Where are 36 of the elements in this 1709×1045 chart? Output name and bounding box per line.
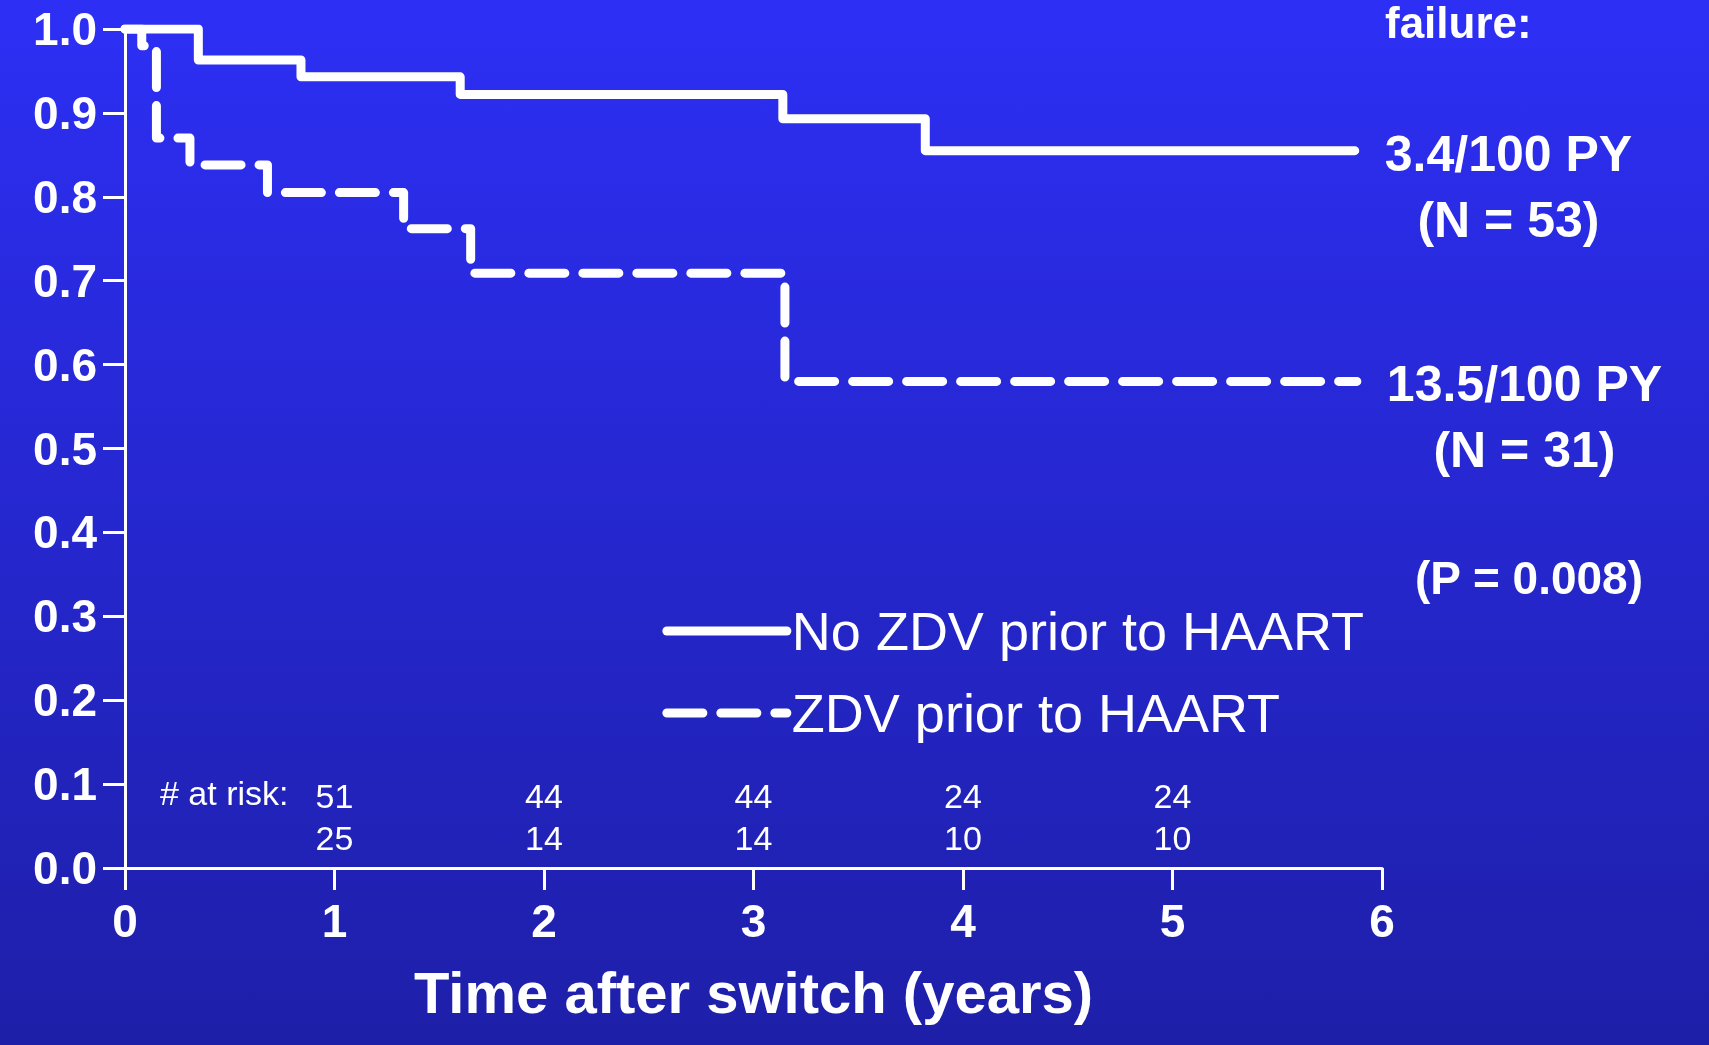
y-tick-label: 0.1: [33, 758, 97, 811]
y-tick-label: 0.5: [33, 422, 97, 475]
annotation: 25: [315, 819, 354, 857]
annotation: 44: [734, 777, 773, 815]
text: failure:: [1385, 0, 1532, 47]
annotation: 3.4/100 PY (N = 53): [1384, 125, 1633, 248]
annotation: 44: [525, 777, 563, 815]
x-tick-label: 0: [112, 895, 138, 947]
legend-label: No ZDV prior to HAART: [791, 601, 1365, 661]
y-tick-label: 0.2: [33, 674, 97, 727]
text: (P = 0.008): [1415, 552, 1644, 604]
x-axis-title: Time after switch (years): [413, 959, 1094, 1025]
annotation: 13.5/100 PY (N = 31): [1386, 356, 1663, 479]
x-tick-label: 6: [1369, 895, 1395, 947]
legend-label: ZDV prior to HAART: [791, 683, 1280, 743]
x-tick-label: 1: [321, 895, 348, 947]
annotation: 14: [734, 819, 773, 857]
annotation: 10: [1153, 819, 1192, 857]
annotation: 51: [315, 777, 354, 815]
y-tick-label: 0.3: [33, 590, 97, 643]
annotation: 24: [1153, 777, 1192, 815]
x-tick-label: 2: [531, 895, 557, 947]
y-tick-label: 0.6: [33, 338, 97, 391]
y-tick-label: 0.0: [33, 842, 97, 894]
annotation: # at risk:: [160, 774, 289, 812]
y-tick-label: 1.0: [33, 3, 97, 55]
annotation: 14: [525, 819, 563, 857]
x-tick-label: 5: [1159, 895, 1186, 947]
y-tick-label: 0.8: [33, 170, 97, 223]
annotation: 10: [944, 819, 982, 857]
y-tick-label: 0.9: [33, 86, 97, 139]
x-tick-label: 3: [740, 895, 767, 947]
annotation: 24: [944, 777, 982, 815]
y-tick-label: 0.4: [33, 506, 98, 559]
y-tick-label: 0.7: [33, 254, 97, 307]
x-tick-label: 4: [950, 895, 977, 947]
